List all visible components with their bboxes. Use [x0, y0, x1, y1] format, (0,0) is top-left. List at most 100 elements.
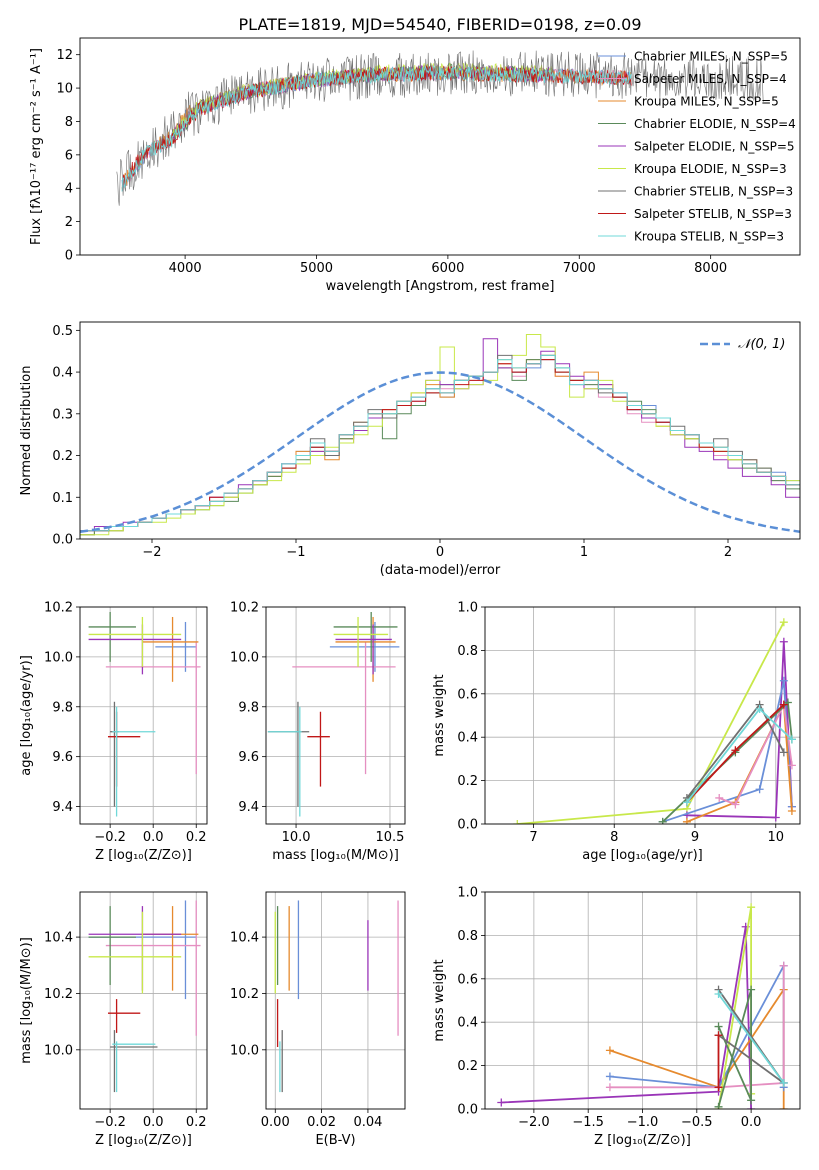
weight-marker — [787, 806, 796, 815]
y-tick-label: 0.4 — [457, 1016, 478, 1031]
y-tick-label: 6 — [65, 148, 73, 163]
weight-marker — [715, 793, 724, 802]
x-tick-label: 0.0 — [143, 830, 164, 845]
y-tick-label: 10.0 — [230, 1043, 259, 1058]
legend-label: Kroupa MILES, N_SSP=5 — [634, 95, 779, 109]
x-tick-label: −2 — [142, 545, 161, 560]
y-tick-label: 1.0 — [457, 601, 478, 616]
weight-marker — [605, 1046, 614, 1055]
histogram-step — [80, 359, 800, 539]
weight-marker — [747, 1096, 756, 1105]
axes-frame — [79, 321, 801, 540]
plot-area — [88, 900, 201, 1093]
y-tick-label: 0.2 — [457, 774, 478, 789]
weight-marker — [755, 704, 764, 713]
legend-label: Chabrier ELODIE, N_SSP=4 — [634, 117, 796, 131]
weight-marker — [779, 1078, 788, 1087]
y-tick-label: 10.0 — [44, 1043, 73, 1058]
y-tick-label: 0.4 — [457, 731, 478, 746]
legend-label: Chabrier MILES, N_SSP=5 — [634, 50, 788, 64]
weight-marker — [779, 700, 788, 709]
weight-marker — [658, 817, 667, 824]
weight-marker — [731, 800, 740, 809]
y-tick-label: 0.2 — [457, 1059, 478, 1074]
weight-marker — [787, 761, 796, 770]
y-tick-label: 10.0 — [44, 650, 73, 665]
x-tick-label: −1.0 — [627, 1115, 659, 1130]
axes-frame — [79, 606, 208, 825]
y-axis-label: age [log₁₀(age/yr)] — [19, 655, 34, 776]
y-axis-label: Normed distribution — [19, 366, 34, 496]
weight-marker — [605, 1083, 614, 1092]
weight-line — [662, 680, 793, 823]
plot-area — [497, 903, 788, 1109]
legend-label: Chabrier STELIB, N_SSP=3 — [634, 185, 793, 199]
legend-label: Kroupa STELIB, N_SSP=3 — [634, 230, 784, 244]
x-tick-label: −0.2 — [94, 830, 126, 845]
weight-marker — [714, 989, 723, 998]
spectrum-line — [116, 50, 764, 206]
weight-marker — [783, 698, 792, 707]
weight-line — [686, 641, 793, 819]
spectrum-line — [121, 65, 632, 192]
x-tick-label: 0.00 — [261, 1115, 290, 1130]
x-tick-label: 8000 — [694, 261, 727, 276]
x-tick-label: −0.5 — [681, 1115, 713, 1130]
weight-marker — [787, 735, 796, 744]
age-vs-z-panel: −0.2 0.0 0.2 9.4 9.6 9.8 10.0 10.2 Z [log₁₀(Z/Z⊙… — [19, 601, 208, 863]
spectrum-panel: 4000 5000 6000 7000 8000 0 2 4 6 8 10 12 wavelength … — [29, 37, 801, 294]
y-tick-label: 12 — [56, 48, 73, 63]
y-tick-label: 10.4 — [44, 931, 73, 946]
x-tick-label: 5000 — [300, 261, 333, 276]
y-tick-label: 0.4 — [52, 366, 73, 381]
weight-marker — [771, 813, 780, 822]
axes-frame — [79, 37, 801, 256]
x-tick-label: 0.2 — [186, 830, 207, 845]
y-tick-label: 0.5 — [52, 324, 73, 339]
normal-curve — [80, 371, 800, 533]
legend-label: Kroupa ELODIE, N_SSP=3 — [634, 162, 787, 176]
y-tick-label: 0.3 — [52, 407, 73, 422]
axes-frame — [79, 891, 208, 1110]
y-tick-label: 9.4 — [238, 800, 259, 815]
x-tick-label: 10 — [767, 830, 784, 845]
y-tick-label: 2 — [65, 215, 73, 230]
y-tick-label: 0.6 — [457, 972, 478, 987]
weight-marker — [714, 1022, 723, 1031]
y-tick-label: 9.6 — [238, 750, 259, 765]
y-tick-label: 10.2 — [44, 601, 73, 616]
y-axis-label: mass weight — [432, 674, 447, 756]
y-axis-label: mass weight — [432, 959, 447, 1041]
x-axis-label: Z [log₁₀(Z/Z⊙)] — [594, 1133, 691, 1148]
weight-marker — [747, 903, 756, 912]
y-tick-label: 9.8 — [52, 700, 73, 715]
y-tick-label: 8 — [65, 115, 73, 130]
weight-marker — [605, 1072, 614, 1081]
x-axis-label: wavelength [Angstrom, rest frame] — [326, 279, 555, 294]
x-axis-label: Z [log₁₀(Z/Z⊙)] — [95, 848, 192, 863]
plot-area — [267, 611, 400, 817]
legend-label: Salpeter ELODIE, N_SSP=5 — [634, 140, 795, 154]
y-tick-label: 10.0 — [230, 650, 259, 665]
weight-marker — [731, 746, 740, 755]
weight-marker — [682, 817, 691, 824]
mass-vs-z-panel: −0.2 0.0 0.2 10.0 10.2 10.4 Z [log₁₀(Z/Z⊙)] mas… — [19, 891, 208, 1148]
legend-label: Salpeter MILES, N_SSP=4 — [634, 72, 787, 86]
weight-marker — [779, 637, 788, 646]
x-tick-label: 7 — [529, 830, 537, 845]
y-tick-label: 0.2 — [52, 449, 73, 464]
weight-marker — [779, 961, 788, 970]
y-tick-label: 0.1 — [52, 491, 73, 506]
axes-frame — [265, 891, 406, 1110]
y-tick-label: 0.0 — [457, 1103, 478, 1118]
age-vs-mass-panel: 10.0 10.5 9.4 9.6 9.8 10.0 10.2 mass [log₁₀(M/M… — [230, 601, 406, 863]
histogram-step — [80, 359, 800, 539]
x-axis-label: age [log₁₀(age/yr)] — [582, 848, 703, 863]
x-tick-label: 8 — [610, 830, 618, 845]
weight-marker — [779, 1105, 788, 1109]
legend-label: 𝒩(0, 1) — [738, 337, 785, 352]
mass-weight-vs-z-panel: −2.0 −1.5 −1.0 −0.5 0.0 0.0 0.2 0.4 0.6 0.8 1.0 Z [… — [432, 886, 801, 1148]
x-tick-label: 0.04 — [353, 1115, 382, 1130]
x-tick-label: 0.2 — [186, 1115, 207, 1130]
y-tick-label: 9.4 — [52, 800, 73, 815]
